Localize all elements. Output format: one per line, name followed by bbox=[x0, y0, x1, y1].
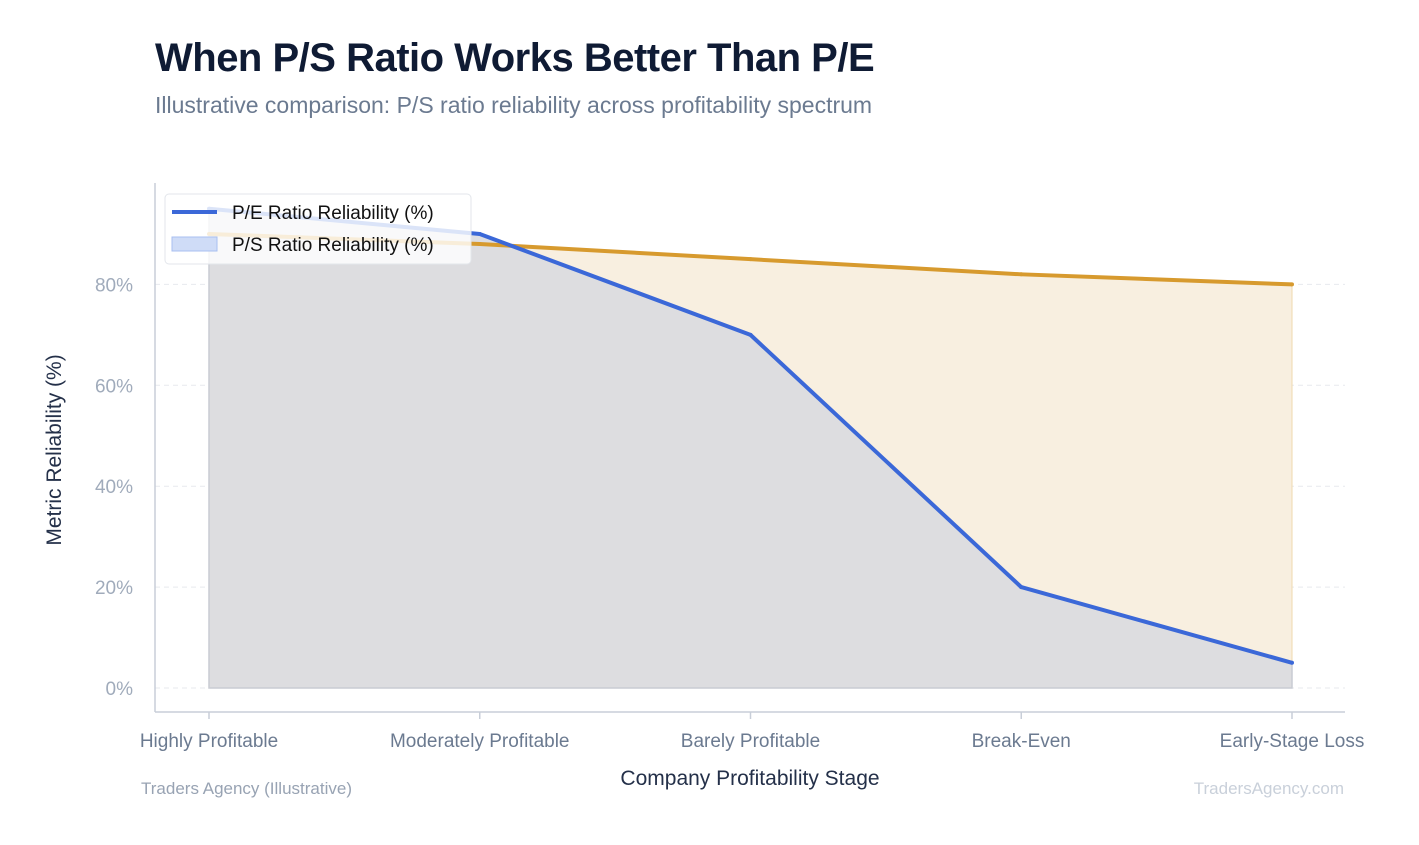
tick-layer: 0% 20% 40% 60% 80% Highly Profitable Moderatel… bbox=[95, 275, 1364, 752]
legend-ps-swatch bbox=[171, 236, 218, 252]
x-tick-label-3: Break-Even bbox=[972, 731, 1071, 752]
ps-point-2 bbox=[748, 257, 753, 262]
y-axis-title: Metric Reliability (%) bbox=[43, 354, 66, 545]
y-tick-label-60: 60% bbox=[95, 376, 133, 397]
pe-point-1 bbox=[477, 231, 482, 236]
y-tick-label-20: 20% bbox=[95, 578, 133, 599]
legend-pe-label: P/E Ratio Reliability (%) bbox=[232, 203, 434, 224]
legend-ps-label: P/S Ratio Reliability (%) bbox=[232, 235, 434, 256]
fill-layer bbox=[208, 207, 1293, 689]
chart-subtitle: Illustrative comparison: P/S ratio relia… bbox=[155, 92, 873, 118]
source-note: Traders Agency (Illustrative) bbox=[141, 779, 352, 798]
pe-point-3 bbox=[1019, 585, 1024, 590]
pe-point-2 bbox=[748, 332, 753, 337]
y-tick-label-0: 0% bbox=[106, 679, 134, 700]
y-tick-label-80: 80% bbox=[95, 275, 133, 296]
legend-box bbox=[164, 193, 472, 265]
x-tick-label-4: Early-Stage Loss bbox=[1220, 731, 1365, 752]
y-tick-label-40: 40% bbox=[95, 477, 133, 498]
x-tick-label-0: Highly Profitable bbox=[140, 731, 278, 752]
chart-title: When P/S Ratio Works Better Than P/E bbox=[155, 36, 875, 80]
ps-point-1 bbox=[477, 242, 482, 247]
x-axis-title: Company Profitability Stage bbox=[620, 767, 879, 790]
axis-layer bbox=[154, 183, 1345, 719]
brand-watermark: TradersAgency.com bbox=[1193, 779, 1344, 798]
legend: P/E Ratio Reliability (%) P/S Ratio Reli… bbox=[164, 193, 472, 265]
pe-point-4 bbox=[1290, 660, 1294, 665]
x-tick-label-2: Barely Profitable bbox=[681, 731, 820, 752]
ps-point-3 bbox=[1019, 272, 1024, 277]
x-tick-label-1: Moderately Profitable bbox=[390, 731, 570, 752]
ps-point-4 bbox=[1290, 282, 1294, 287]
